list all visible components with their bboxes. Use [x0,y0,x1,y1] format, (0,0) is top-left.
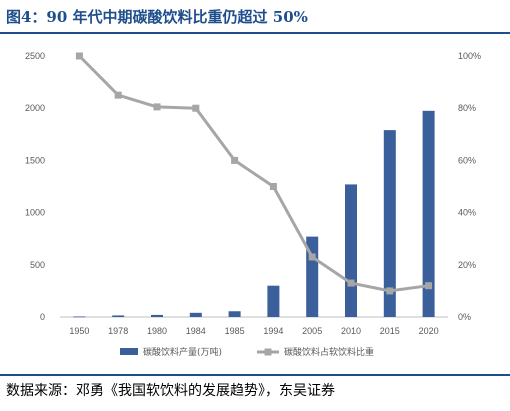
legend: 碳酸饮料产量(万吨) 碳酸饮料占软饮料比重 [120,346,374,358]
figure-source: 数据来源：邓勇《我国软饮料的发展趋势》，东吴证券 [6,383,335,399]
left-tick-label: 500 [30,260,45,270]
right-tick-label: 20% [458,260,476,270]
title-divider [0,32,510,34]
legend-swatch-marker [264,348,272,356]
x-tick-label: 1984 [186,326,206,336]
x-tick-label: 2015 [380,326,400,336]
x-tick-label: 1994 [263,326,283,336]
x-tick-label: 1950 [69,326,89,336]
line-marker [75,52,83,60]
bar [112,315,125,317]
right-tick-label: 40% [458,208,476,218]
series-line [78,54,429,293]
line-marker [386,287,394,295]
left-tick-label: 1000 [25,208,45,218]
right-tick-label: 60% [458,155,476,165]
right-tick-label: 80% [458,103,476,113]
source-divider [0,374,510,376]
x-axis: 1950 1978 1980 1984 1985 1994 2005 2010 2015 2020 [69,326,438,336]
x-tick-label: 2010 [341,326,361,336]
line-marker [192,104,200,112]
left-tick-label: 0 [40,312,45,322]
right-tick-label: 0% [458,312,471,322]
bar [228,311,241,317]
bar [345,184,357,317]
left-tick-label: 2000 [25,103,45,113]
bar [73,316,86,318]
line-marker [153,103,161,111]
bar-series [73,110,435,318]
line-marker [269,183,277,190]
legend-label-line: 碳酸饮料占软饮料比重 [284,346,374,358]
line-series [75,52,433,295]
bar [151,314,163,317]
bar [383,130,396,317]
legend-label-bar: 碳酸饮料产量(万吨) [143,346,222,358]
x-tick-label: 1978 [108,326,128,336]
bar [189,312,202,317]
x-tick-label: 2020 [419,326,439,336]
right-axis: 0% 20% 40% 60% 80% 100% [458,51,481,322]
right-tick-label: 100% [458,51,481,61]
bar [422,110,435,317]
left-tick-label: 2500 [25,51,45,61]
left-axis: 0 500 1000 1500 2000 2500 [25,51,45,322]
line-marker [425,282,433,290]
left-tick-label: 1500 [25,155,45,165]
line-marker [347,279,355,287]
bar [267,285,280,317]
x-tick-label: 1980 [147,326,167,336]
line-marker [308,253,316,261]
line-marker [231,156,239,164]
x-tick-label: 2005 [302,326,322,336]
figure-title: 图4：90 年代中期碳酸饮料比重仍超过 50% [6,8,308,26]
line-marker [114,91,122,99]
legend-swatch-bar [120,348,138,355]
x-tick-label: 1985 [225,326,245,336]
